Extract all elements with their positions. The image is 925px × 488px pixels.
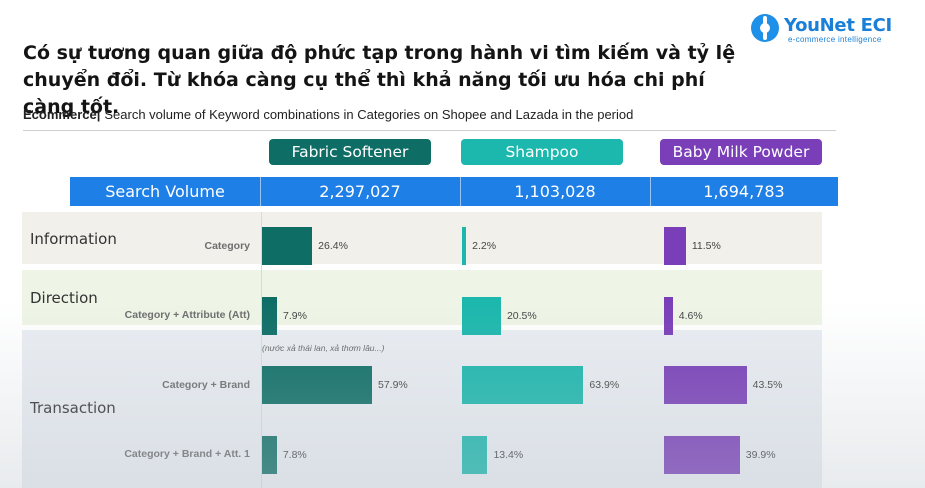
bar-label-shampoo-1: 20.5% [506, 310, 537, 322]
band-information [22, 212, 822, 264]
bar-baby-milk-powder-3 [664, 436, 740, 474]
bar-label-baby-milk-powder-0: 11.5% [691, 240, 721, 252]
search-volume-fabric-softener: 2,297,027 [319, 182, 401, 201]
bar-baby-milk-powder-1 [664, 297, 673, 335]
bar-fabric-softener-2 [262, 366, 372, 404]
bar-label-baby-milk-powder-3: 39.9% [745, 449, 776, 461]
bar-shampoo-2 [462, 366, 584, 404]
bar-label-fabric-softener-1: 7.9% [283, 310, 307, 322]
bar-shampoo-1 [462, 297, 501, 335]
bar-baby-milk-powder-0 [664, 227, 686, 265]
row-label-category-brand: Category + Brand [162, 379, 250, 391]
bar-label-shampoo-3: 13.4% [493, 449, 524, 461]
search-volume-label: Search Volume [105, 182, 225, 201]
subtitle-bold: Ecommerce [23, 107, 97, 122]
row-label-category: Category [204, 240, 250, 252]
legend-shampoo: Shampoo [461, 139, 623, 165]
bar-baby-milk-powder-2 [664, 366, 747, 404]
bar-label-fabric-softener-0: 26.4% [318, 240, 348, 252]
bar-label-fabric-softener-2: 57.9% [378, 379, 408, 391]
header-rule [23, 130, 836, 131]
logo-mark-icon [751, 14, 779, 42]
headline: Có sự tương quan giữa độ phức tạp trong … [23, 42, 736, 118]
bar-label-baby-milk-powder-2: 43.5% [752, 379, 783, 391]
transaction-note: (nước xả thái lan, xả thơm lâu...) [262, 343, 385, 353]
legend-fabric-softener: Fabric Softener [269, 139, 431, 165]
row-label-category-brand-att: Category + Brand + Att. 1 [124, 448, 250, 460]
bar-shampoo-3 [462, 436, 488, 474]
search-volume-baby-milk-powder: 1,694,783 [703, 182, 785, 201]
chart-subtitle: Ecommerce| Search volume of Keyword combi… [23, 107, 633, 122]
group-information: Information [30, 230, 117, 248]
axis-line [261, 212, 262, 488]
subtitle-text: Search volume of Keyword combinations in… [104, 107, 634, 122]
logo-name: YouNet ECI [784, 15, 892, 36]
volume-divider [260, 177, 261, 206]
bar-label-baby-milk-powder-1: 4.6% [678, 310, 703, 322]
search-volume-shampoo: 1,103,028 [514, 182, 596, 201]
bar-fabric-softener-0 [262, 227, 313, 265]
volume-divider [460, 177, 461, 206]
logo-tagline: e-commerce intelligence [788, 35, 882, 44]
legend-baby-milk-powder: Baby Milk Powder [660, 139, 822, 165]
bar-label-shampoo-2: 63.9% [589, 379, 620, 391]
subtitle-separator: | [96, 107, 101, 122]
bar-fabric-softener-1 [262, 297, 277, 335]
bar-fabric-softener-3 [262, 436, 277, 474]
search-volume-bar: Search Volume 2,297,027 1,103,028 1,694,… [70, 177, 838, 206]
row-label-category-attribute: Category + Attribute (Att) [124, 309, 250, 321]
bar-shampoo-0 [462, 227, 467, 265]
group-direction: Direction [30, 289, 98, 307]
bar-label-fabric-softener-3: 7.8% [282, 449, 307, 461]
younet-eci-logo: YouNet ECI e-commerce intelligence [751, 14, 911, 44]
band-direction [22, 270, 822, 325]
bar-label-shampoo-0: 2.2% [472, 240, 497, 252]
volume-divider [650, 177, 651, 206]
group-transaction: Transaction [30, 399, 116, 417]
